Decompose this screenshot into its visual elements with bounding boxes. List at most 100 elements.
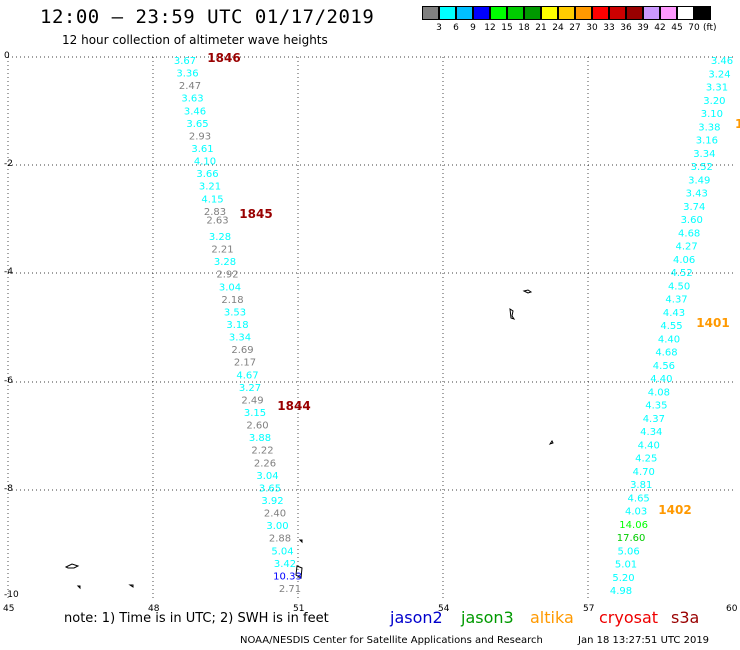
swh-value: 2.47 (179, 81, 201, 92)
colorbar-label: 39 (637, 23, 649, 33)
swh-value: 14.06 (619, 520, 648, 531)
track-time-label: 1844 (277, 399, 310, 413)
colorbar-label: 21 (535, 23, 547, 33)
swh-value: 3.31 (706, 83, 728, 94)
colorbar-label: 45 (671, 23, 683, 33)
colorbar-swatch (694, 6, 711, 20)
track-east: 3.46 3.24 3.31 3.20 3.10 3.38 3.16 3.34 3.52 3.49… (610, 56, 733, 597)
map-subtitle: 12 hour collection of altimeter wave hei… (62, 33, 328, 47)
colorbar-swatch (558, 6, 575, 20)
swh-value: 4.68 (678, 228, 700, 239)
colorbar-label: 18 (518, 23, 530, 33)
satellite-legend-jason3: jason3 (461, 608, 514, 627)
colorbar-label: 3 (436, 23, 442, 33)
colorbar-swatch (626, 6, 643, 20)
lat-label: -10 (4, 590, 19, 600)
swh-value: 10.33 (273, 571, 302, 582)
swh-value: 4.37 (643, 414, 665, 425)
track-time-label: 1846 (207, 51, 240, 65)
swh-value: 3.66 (196, 169, 218, 180)
swh-value: 3.60 (681, 215, 703, 226)
swh-value: 3.46 (711, 56, 733, 67)
swh-value: 2.17 (234, 358, 256, 369)
satellite-legend-s3a: s3a (671, 608, 700, 627)
lon-label: 57 (583, 604, 595, 614)
swh-value: 4.68 (655, 348, 677, 359)
lat-label: -8 (4, 484, 13, 494)
satellite-legend-jason2: jason2 (390, 608, 443, 627)
lon-label: 48 (148, 604, 160, 614)
lat-label: 0 (4, 51, 10, 61)
swh-value: 3.36 (176, 69, 198, 80)
swh-value: 4.52 (670, 268, 692, 279)
swh-value: 3.67 (174, 56, 196, 67)
satellite-legend-altika: altika (530, 608, 574, 627)
swh-value: 4.37 (665, 295, 687, 306)
track-time-label-clipped: 1 (735, 117, 740, 131)
swh-value: 4.25 (635, 454, 657, 465)
track-west: 3.673.362.473.633.463.652.933.614.103.66… (174, 56, 302, 595)
swh-value: 5.06 (617, 546, 639, 557)
island-outline (76, 585, 81, 590)
swh-value: 4.27 (676, 242, 698, 253)
swh-value: 3.27 (239, 383, 261, 394)
colorbar-label: 70 (688, 23, 700, 33)
swh-value: 3.21 (199, 182, 221, 193)
swh-value: 3.28 (209, 232, 231, 243)
swh-value: 5.20 (612, 573, 634, 584)
swh-value: 4.15 (201, 194, 223, 205)
colorbar-swatch (592, 6, 609, 20)
swh-value: 4.10 (194, 157, 216, 168)
swh-value: 2.26 (254, 458, 276, 469)
swh-value: 2.71 (279, 584, 301, 595)
swh-value: 4.55 (660, 321, 682, 332)
swh-value: 3.28 (214, 257, 236, 268)
satellite-legend-cryosat: cryosat (599, 608, 659, 627)
colorbar-swatch (507, 6, 524, 20)
island-outline (548, 440, 554, 445)
colorbar-swatch (490, 6, 507, 20)
swh-value: 4.98 (610, 586, 632, 597)
colorbar-swatch (456, 6, 473, 20)
lat-label: -6 (4, 376, 13, 386)
swh-value: 3.34 (229, 333, 251, 344)
colorbar-label: 30 (586, 23, 598, 33)
swh-value: 3.81 (630, 480, 652, 491)
lon-label: 45 (3, 604, 15, 614)
colorbar-label: 42 (654, 23, 666, 33)
swh-value: 3.65 (186, 119, 208, 130)
credit-line: NOAA/NESDIS Center for Satellite Applica… (240, 635, 543, 646)
colorbar-swatch (439, 6, 456, 20)
swh-value: 2.63 (206, 215, 228, 226)
colorbar-swatch (660, 6, 677, 20)
map-title: 12:00 – 23:59 UTC 01/17/2019 (40, 6, 375, 28)
swh-value: 4.56 (653, 361, 675, 372)
swh-value: 3.61 (191, 144, 213, 155)
colorbar-label: 27 (569, 23, 581, 33)
swh-value: 3.18 (226, 320, 248, 331)
swh-value: 3.10 (701, 109, 723, 120)
swh-value: 4.08 (648, 387, 670, 398)
lon-label: 51 (293, 604, 305, 614)
island-outline (295, 565, 303, 579)
swh-value: 2.40 (264, 509, 286, 520)
swh-value: 4.40 (658, 334, 680, 345)
swh-value: 3.92 (261, 496, 283, 507)
colorbar-swatch (422, 6, 439, 20)
swh-value: 3.53 (224, 307, 246, 318)
track-time-label: 1845 (239, 207, 272, 221)
swh-value: 2.49 (241, 395, 263, 406)
colorbar-swatch (473, 6, 490, 20)
swh-value: 4.65 (628, 493, 650, 504)
swh-value: 3.46 (184, 106, 206, 117)
swh-value: 3.00 (266, 521, 288, 532)
swh-value: 3.16 (696, 136, 718, 147)
swh-value: 3.42 (274, 559, 296, 570)
colorbar-unit: (ft) (703, 23, 717, 33)
colorbar-label: 9 (470, 23, 476, 33)
swh-value: 3.74 (683, 202, 705, 213)
swh-value: 2.21 (211, 245, 233, 256)
swh-value: 2.93 (189, 131, 211, 142)
swh-value: 2.60 (246, 421, 268, 432)
